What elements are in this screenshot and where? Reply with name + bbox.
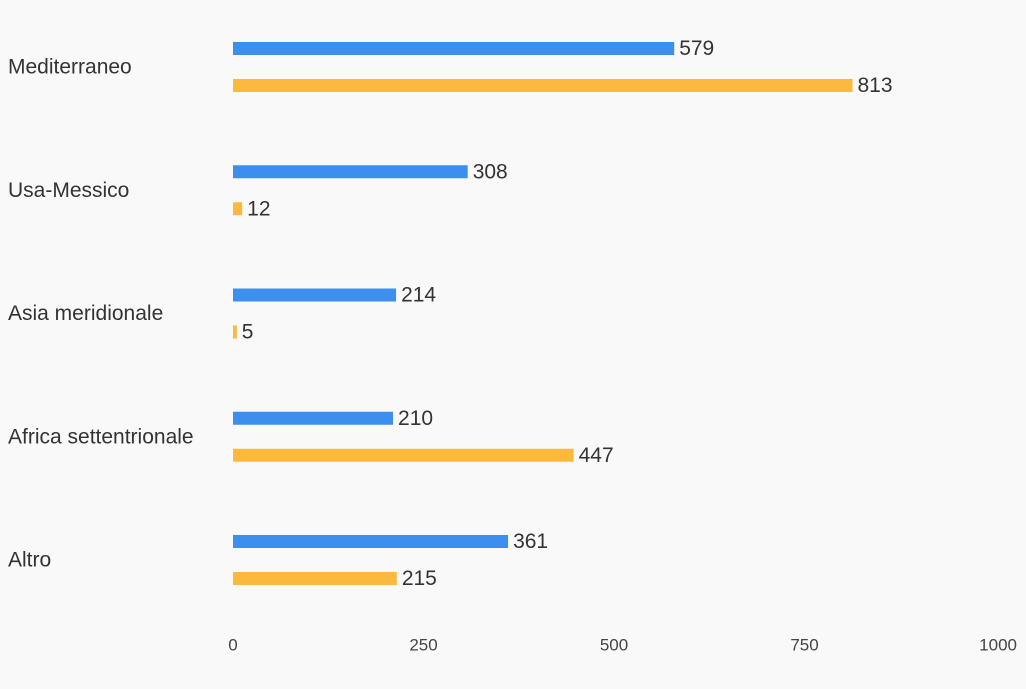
data-label: 214 — [401, 284, 436, 307]
category-label: Africa settentrionale — [8, 425, 194, 448]
data-label: 12 — [247, 197, 270, 220]
bar-series-1 — [233, 42, 675, 55]
bar-series-1 — [233, 411, 394, 425]
bar-series-1 — [233, 535, 509, 548]
data-label: 361 — [513, 530, 548, 553]
category-label: Asia meridionale — [8, 302, 163, 325]
data-label: 813 — [858, 74, 893, 97]
bar-series-1 — [233, 165, 468, 179]
x-tick-label: 500 — [600, 635, 628, 654]
category-label: Altro — [8, 549, 51, 572]
data-label: 5 — [242, 321, 254, 344]
x-tick-label: 250 — [409, 635, 437, 654]
x-tick-label: 0 — [228, 635, 237, 654]
bar-series-2 — [233, 448, 574, 462]
data-label: 215 — [402, 567, 437, 590]
x-tick-label: 750 — [790, 635, 818, 654]
category-label: Mediterraneo — [8, 56, 132, 79]
data-label: 210 — [398, 407, 433, 430]
x-tick-label: 1000 — [979, 635, 1017, 654]
data-label: 579 — [679, 37, 714, 60]
bar-series-2 — [233, 202, 243, 216]
bar-series-2 — [233, 572, 397, 585]
data-label: 447 — [579, 444, 614, 467]
bar-series-2 — [233, 325, 237, 339]
bar-series-1 — [233, 288, 397, 302]
bar-series-2 — [233, 79, 853, 92]
category-label: Usa-Messico — [8, 179, 129, 202]
data-label: 308 — [473, 160, 508, 183]
